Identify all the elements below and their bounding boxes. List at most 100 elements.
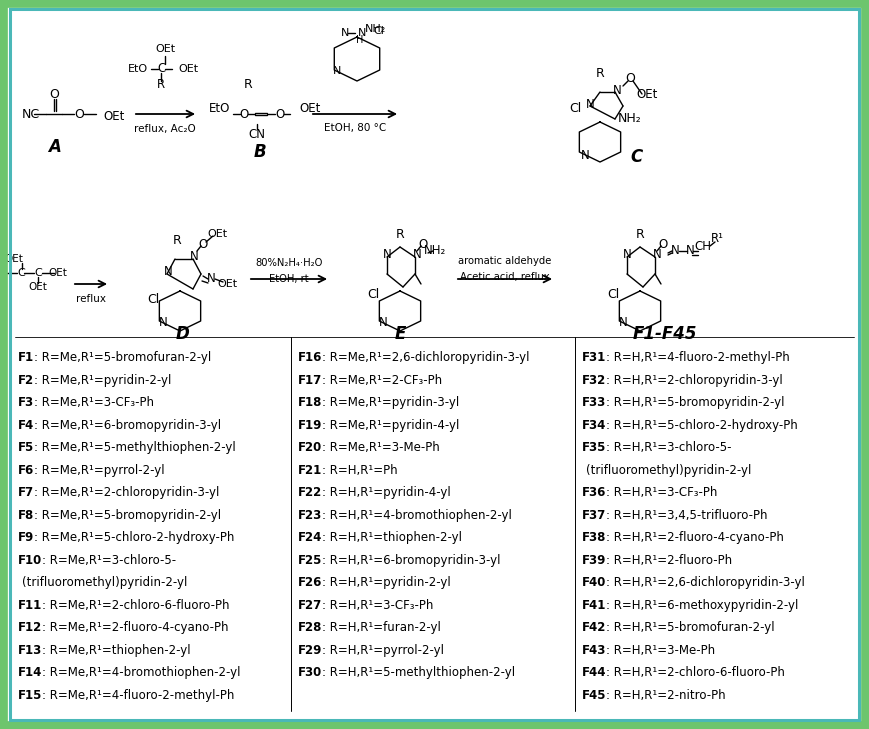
Text: OEt: OEt xyxy=(49,268,68,278)
Text: F5: F5 xyxy=(18,441,34,454)
Text: F24: F24 xyxy=(298,531,322,544)
Text: F1-F45: F1-F45 xyxy=(633,325,697,343)
Text: C: C xyxy=(17,268,25,278)
Text: R¹: R¹ xyxy=(711,233,724,246)
Text: F6: F6 xyxy=(18,464,34,477)
Text: F39: F39 xyxy=(582,553,607,566)
Text: N: N xyxy=(382,248,391,260)
Text: : R=H,R¹=Ph: : R=H,R¹=Ph xyxy=(322,464,398,477)
Text: reflux, Ac₂O: reflux, Ac₂O xyxy=(134,124,196,134)
Text: F34: F34 xyxy=(582,418,607,432)
Text: EtOH, rt: EtOH, rt xyxy=(269,274,308,284)
Text: F14: F14 xyxy=(18,666,43,679)
Text: F7: F7 xyxy=(18,486,34,499)
Text: F43: F43 xyxy=(582,644,607,657)
Text: : R=Me,R¹=pyridin-2-yl: : R=Me,R¹=pyridin-2-yl xyxy=(34,373,171,386)
Text: : R=Me,R¹=3-CF₃-Ph: : R=Me,R¹=3-CF₃-Ph xyxy=(34,396,154,409)
Text: reflux: reflux xyxy=(76,294,106,304)
Text: : R=Me,R¹=thiophen-2-yl: : R=Me,R¹=thiophen-2-yl xyxy=(43,644,191,657)
Text: OEt: OEt xyxy=(155,44,175,54)
Text: N: N xyxy=(207,273,216,286)
Text: R: R xyxy=(395,227,404,241)
Text: F18: F18 xyxy=(298,396,322,409)
Text: E: E xyxy=(395,325,406,343)
Text: F35: F35 xyxy=(582,441,607,454)
Text: C: C xyxy=(157,63,165,76)
Text: F45: F45 xyxy=(582,688,607,701)
Text: N: N xyxy=(580,149,589,163)
Text: N: N xyxy=(358,28,366,38)
Text: OEt: OEt xyxy=(103,111,124,123)
Text: Cl: Cl xyxy=(147,292,159,305)
Text: F16: F16 xyxy=(298,351,322,364)
Text: F40: F40 xyxy=(582,576,607,589)
Text: : R=H,R¹=3-Me-Ph: : R=H,R¹=3-Me-Ph xyxy=(607,644,715,657)
Text: : R=Me,R¹=pyridin-4-yl: : R=Me,R¹=pyridin-4-yl xyxy=(322,418,460,432)
Text: Cl: Cl xyxy=(607,287,619,300)
Text: : R=H,R¹=4-fluoro-2-methyl-Ph: : R=H,R¹=4-fluoro-2-methyl-Ph xyxy=(607,351,790,364)
Text: : R=H,R¹=2-chloropyridin-3-yl: : R=H,R¹=2-chloropyridin-3-yl xyxy=(607,373,783,386)
Text: : R=H,R¹=4-bromothiophen-2-yl: : R=H,R¹=4-bromothiophen-2-yl xyxy=(322,509,512,521)
Text: : R=H,R¹=6-methoxypyridin-2-yl: : R=H,R¹=6-methoxypyridin-2-yl xyxy=(607,599,799,612)
Text: aromatic aldehyde: aromatic aldehyde xyxy=(458,256,552,266)
Text: F15: F15 xyxy=(18,688,43,701)
Text: Cl: Cl xyxy=(374,26,384,36)
Text: F28: F28 xyxy=(298,621,322,634)
Text: CN: CN xyxy=(249,128,266,141)
Text: F23: F23 xyxy=(298,509,322,521)
Text: O: O xyxy=(49,87,59,101)
Text: NH₂: NH₂ xyxy=(364,24,386,34)
Text: NH₂: NH₂ xyxy=(424,244,446,257)
Text: O: O xyxy=(659,238,667,251)
Text: Acetic acid, reflux: Acetic acid, reflux xyxy=(461,272,550,282)
Text: F30: F30 xyxy=(298,666,322,679)
Text: F2: F2 xyxy=(18,373,34,386)
Text: : R=Me,R¹=2-chloro-6-fluoro-Ph: : R=Me,R¹=2-chloro-6-fluoro-Ph xyxy=(43,599,229,612)
Text: NC: NC xyxy=(22,107,40,120)
Text: N: N xyxy=(413,248,421,260)
Text: N: N xyxy=(622,248,632,260)
Text: N: N xyxy=(379,316,388,330)
Text: : R=Me,R¹=6-bromopyridin-3-yl: : R=Me,R¹=6-bromopyridin-3-yl xyxy=(34,418,222,432)
Text: OEt: OEt xyxy=(29,282,48,292)
Text: OEt: OEt xyxy=(178,64,198,74)
Text: F20: F20 xyxy=(298,441,322,454)
Text: : R=H,R¹=3-chloro-5-: : R=H,R¹=3-chloro-5- xyxy=(607,441,732,454)
Text: CH: CH xyxy=(694,240,712,252)
Text: R: R xyxy=(595,68,604,80)
Text: Cl: Cl xyxy=(569,103,581,115)
Text: 80%N₂H₄·H₂O: 80%N₂H₄·H₂O xyxy=(255,258,322,268)
Text: F32: F32 xyxy=(582,373,607,386)
Text: F42: F42 xyxy=(582,621,607,634)
Text: : R=H,R¹=pyrrol-2-yl: : R=H,R¹=pyrrol-2-yl xyxy=(322,644,444,657)
Text: F8: F8 xyxy=(18,509,34,521)
Text: C: C xyxy=(34,268,42,278)
Text: C: C xyxy=(631,148,643,166)
Text: O: O xyxy=(275,107,285,120)
Text: N: N xyxy=(341,28,349,38)
Text: H: H xyxy=(356,35,364,45)
Text: N: N xyxy=(163,265,172,278)
Text: : R=Me,R¹=2-fluoro-4-cyano-Ph: : R=Me,R¹=2-fluoro-4-cyano-Ph xyxy=(43,621,229,634)
Text: OEt: OEt xyxy=(299,103,321,115)
Text: : R=H,R¹=thiophen-2-yl: : R=H,R¹=thiophen-2-yl xyxy=(322,531,462,544)
Text: Cl: Cl xyxy=(367,287,379,300)
Text: EtO: EtO xyxy=(209,103,230,115)
Text: : R=H,R¹=3-CF₃-Ph: : R=H,R¹=3-CF₃-Ph xyxy=(607,486,718,499)
Text: N: N xyxy=(671,244,680,257)
Text: N: N xyxy=(619,316,627,330)
Text: : R=H,R¹=2-fluoro-Ph: : R=H,R¹=2-fluoro-Ph xyxy=(607,553,733,566)
Text: NH₂: NH₂ xyxy=(618,112,642,125)
Text: : R=H,R¹=furan-2-yl: : R=H,R¹=furan-2-yl xyxy=(322,621,441,634)
Text: F38: F38 xyxy=(582,531,607,544)
Text: : R=Me,R¹=2-CF₃-Ph: : R=Me,R¹=2-CF₃-Ph xyxy=(322,373,442,386)
Text: : R=Me,R¹=5-chloro-2-hydroxy-Ph: : R=Me,R¹=5-chloro-2-hydroxy-Ph xyxy=(34,531,235,544)
Text: : R=H,R¹=2-nitro-Ph: : R=H,R¹=2-nitro-Ph xyxy=(607,688,726,701)
Text: N: N xyxy=(613,84,621,96)
Text: F3: F3 xyxy=(18,396,34,409)
Text: N: N xyxy=(159,316,168,330)
Text: F13: F13 xyxy=(18,644,43,657)
Text: F31: F31 xyxy=(582,351,607,364)
Text: F44: F44 xyxy=(582,666,607,679)
Text: F9: F9 xyxy=(18,531,34,544)
